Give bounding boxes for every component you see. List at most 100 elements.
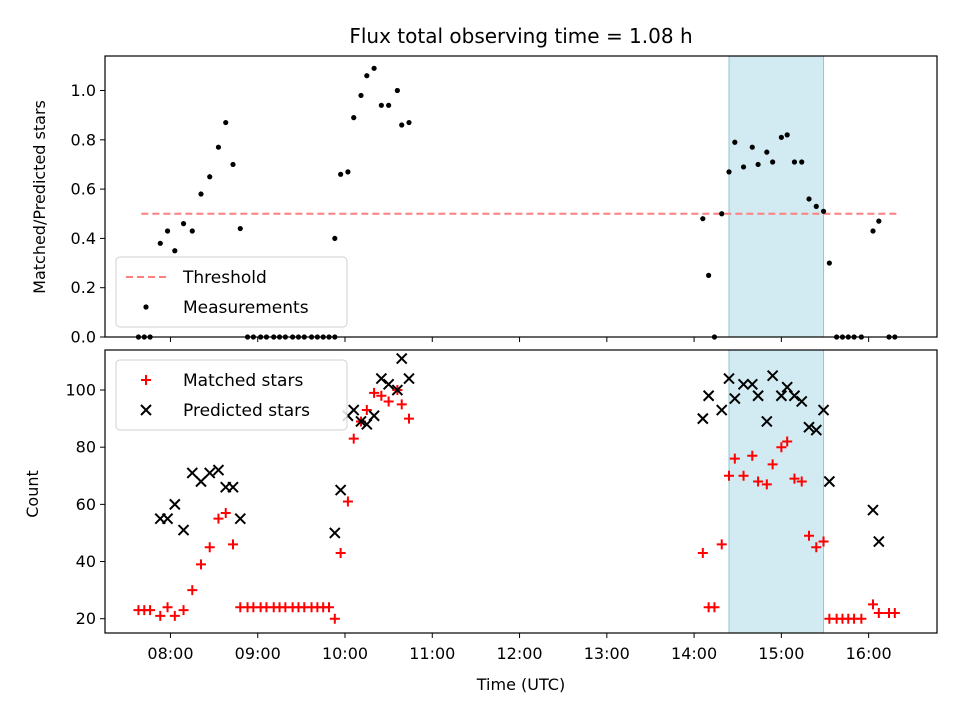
- data-point: [740, 164, 747, 170]
- data-point: [724, 470, 734, 481]
- data-point: [755, 161, 761, 168]
- data-point: [213, 513, 224, 524]
- data-point: [161, 512, 174, 525]
- data-point: [157, 240, 163, 246]
- series-measurements: [135, 65, 898, 340]
- data-point: [752, 390, 764, 402]
- series-predicted-stars: [154, 352, 885, 548]
- data-point: [729, 453, 740, 464]
- data-point: [364, 73, 370, 79]
- data-point: [826, 260, 832, 266]
- series-matched-stars: [133, 385, 900, 624]
- data-point: [820, 208, 827, 214]
- data-point: [784, 132, 790, 138]
- axes-frame: [104, 349, 938, 634]
- data-point: [767, 459, 778, 470]
- data-point: [729, 392, 741, 405]
- data-point: [189, 228, 195, 234]
- data-point: [716, 539, 727, 550]
- chart-title: Flux total observing time = 1.08 h: [349, 24, 692, 48]
- data-point: [749, 144, 755, 150]
- data-point: [396, 399, 407, 410]
- data-point: [889, 607, 900, 618]
- data-point: [351, 115, 357, 121]
- data-point: [169, 610, 180, 621]
- x-tick-label: 14:00: [671, 644, 717, 663]
- legend-box: [115, 359, 348, 431]
- data-point: [376, 390, 387, 401]
- legend: Matched stars Predicted stars: [115, 359, 348, 431]
- data-point: [796, 395, 808, 408]
- y-tick-label: 0.6: [71, 180, 96, 199]
- data-point: [207, 174, 213, 180]
- data-point: [818, 536, 829, 547]
- data-point: [726, 169, 732, 175]
- data-point: [215, 144, 222, 150]
- data-point: [228, 539, 238, 550]
- data-point: [753, 476, 764, 487]
- data-point: [187, 585, 198, 596]
- data-point: [195, 475, 207, 488]
- legend-predicted-stars-swatch: [140, 404, 152, 416]
- y-tick-label: 0.8: [71, 130, 96, 149]
- observing-window-span: [728, 349, 825, 634]
- data-point: [716, 404, 728, 416]
- data-point: [766, 370, 779, 382]
- data-point: [348, 404, 360, 416]
- data-point: [764, 149, 770, 155]
- data-point: [823, 475, 836, 488]
- data-point: [332, 235, 338, 242]
- data-point: [702, 390, 715, 402]
- y-tick-label: 40: [76, 552, 96, 571]
- data-point: [873, 535, 885, 548]
- x-tick-label: 12:00: [496, 644, 542, 663]
- data-point: [335, 547, 346, 558]
- bottom-y-axis-label: Count: [23, 470, 42, 518]
- data-point: [186, 467, 198, 479]
- data-point: [227, 481, 239, 493]
- data-point: [803, 421, 815, 433]
- y-tick-label: 80: [76, 438, 96, 457]
- legend: Threshold Measurements: [115, 256, 348, 328]
- legend-box: [115, 256, 348, 328]
- data-point: [873, 607, 884, 618]
- data-point: [234, 512, 246, 525]
- data-point: [404, 413, 414, 424]
- data-point: [761, 415, 773, 428]
- data-point: [782, 436, 793, 447]
- legend-label: Predicted stars: [183, 401, 310, 421]
- data-point: [870, 228, 876, 234]
- data-point: [738, 470, 749, 481]
- data-point: [810, 424, 822, 436]
- data-point: [709, 602, 720, 613]
- y-tick-label: 0.4: [71, 229, 96, 248]
- y-tick-label: 0.2: [71, 278, 96, 297]
- data-point: [770, 159, 776, 165]
- data-point: [778, 134, 784, 140]
- data-point: [806, 196, 812, 202]
- data-point: [180, 221, 187, 227]
- data-point: [789, 473, 800, 484]
- data-point: [177, 524, 190, 536]
- data-point: [220, 507, 231, 518]
- data-point: [386, 102, 392, 108]
- data-point: [396, 352, 408, 365]
- data-point: [697, 547, 708, 558]
- data-point: [813, 203, 819, 209]
- x-tick-label: 11:00: [409, 644, 455, 663]
- data-point: [394, 87, 400, 94]
- y-tick-label: 20: [76, 609, 96, 628]
- data-point: [817, 404, 830, 416]
- data-point: [399, 122, 405, 128]
- data-point: [342, 496, 353, 507]
- data-point: [737, 378, 750, 391]
- x-tick-label: 08:00: [147, 644, 193, 663]
- data-point: [223, 119, 229, 126]
- data-point: [334, 484, 347, 496]
- data-point: [391, 384, 404, 396]
- axes-frame: [104, 55, 938, 338]
- data-point: [378, 102, 384, 108]
- observing-window-span: [728, 55, 825, 338]
- x-tick-label: 13:00: [584, 644, 630, 663]
- data-point: [811, 542, 822, 553]
